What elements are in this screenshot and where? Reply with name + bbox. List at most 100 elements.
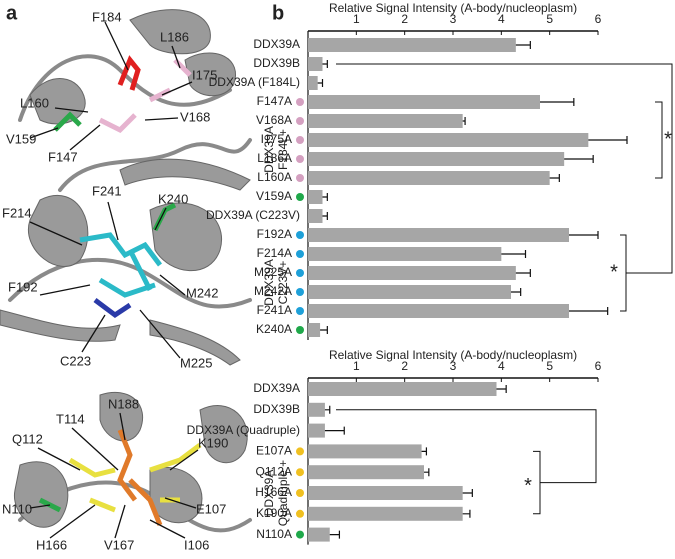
- error-bar: [329, 530, 341, 539]
- category-label: DDX39A: [253, 381, 300, 395]
- category-label: DDX39A (Quadruple): [187, 423, 300, 437]
- group-marker: [296, 136, 304, 144]
- panel-label: b: [272, 2, 284, 24]
- error-bar: [320, 326, 328, 334]
- residue-label: K240: [158, 191, 188, 206]
- error-bar: [424, 468, 430, 477]
- group-label: C223V+: [276, 261, 290, 305]
- category-label: I175A: [261, 132, 292, 146]
- error-bar: [501, 250, 527, 258]
- category-label: DDX39B: [253, 402, 300, 416]
- category-label: E107A: [256, 444, 292, 458]
- error-bar: [322, 193, 328, 201]
- category-label: M225A: [254, 265, 292, 279]
- error-bar: [588, 136, 628, 144]
- category-label: F147A: [257, 94, 292, 108]
- group-label: DDX39A: [262, 470, 276, 517]
- category-label: F214A: [257, 246, 292, 260]
- group-label: F184L+: [276, 129, 290, 170]
- group-marker: [296, 98, 304, 106]
- error-bar: [511, 288, 522, 296]
- residue-label: M225: [180, 355, 213, 370]
- axis-title: Relative Signal Intensity (A-body/nucleo…: [329, 1, 577, 15]
- residue-label: V167: [104, 537, 134, 552]
- bar: [308, 266, 516, 280]
- group-marker: [296, 231, 304, 239]
- bar: [308, 382, 497, 396]
- residue-label: F192: [8, 279, 38, 294]
- bar: [308, 304, 569, 318]
- error-bar: [569, 231, 599, 239]
- group-marker: [296, 489, 304, 497]
- x-tick-label: 1: [353, 12, 360, 26]
- error-bar: [540, 98, 575, 106]
- residue-label: L160: [20, 95, 49, 110]
- group-marker: [296, 250, 304, 258]
- error-bar: [549, 174, 560, 182]
- error-bar: [515, 269, 531, 277]
- bar: [308, 209, 323, 223]
- x-tick-label: 2: [401, 12, 408, 26]
- error-bar: [462, 489, 473, 497]
- bar: [308, 228, 569, 242]
- x-tick-label: 2: [401, 359, 408, 373]
- bar: [308, 76, 318, 90]
- error-bar: [317, 79, 324, 87]
- group-marker: [296, 530, 304, 539]
- panel-label: a: [6, 2, 18, 24]
- bar: [308, 190, 323, 204]
- x-tick-label: 4: [498, 359, 505, 373]
- category-label: F192A: [257, 227, 292, 241]
- group-marker: [296, 326, 304, 334]
- residue-label: C223: [60, 353, 91, 368]
- error-bar: [496, 385, 507, 393]
- bar: [308, 114, 463, 128]
- category-label: K190A: [256, 506, 292, 520]
- bar: [308, 95, 540, 109]
- category-label: N110A: [256, 527, 292, 541]
- residue-label: H166: [36, 537, 67, 552]
- error-bar: [324, 426, 345, 435]
- bracket: [336, 63, 673, 312]
- category-label: L186A: [257, 151, 292, 165]
- category-label: F241A: [257, 303, 292, 317]
- bar: [308, 506, 463, 521]
- x-tick-label: 6: [595, 359, 602, 373]
- residue-label: I106: [184, 537, 209, 552]
- residue-label: F184: [92, 9, 122, 24]
- error-bar: [322, 60, 328, 68]
- x-tick-label: 3: [450, 12, 457, 26]
- group-marker: [296, 447, 304, 456]
- residue-label: N110: [2, 501, 32, 516]
- protein-structure: [14, 391, 252, 539]
- error-bar: [324, 405, 331, 414]
- bar: [308, 423, 325, 438]
- error-bar: [462, 509, 471, 518]
- bracket: [336, 409, 597, 515]
- residue-label: F241: [92, 183, 122, 198]
- residue-label: V159: [6, 131, 36, 146]
- bar: [308, 38, 516, 52]
- residue-label: I175: [192, 67, 217, 82]
- axis-title: Relative Signal Intensity (A-body/nucleo…: [329, 348, 577, 362]
- residue-label: M242: [186, 285, 219, 300]
- error-bar: [421, 447, 428, 456]
- significance-label: *: [524, 475, 532, 497]
- bar: [308, 465, 424, 480]
- x-tick-label: 4: [498, 12, 505, 26]
- x-tick-label: 5: [546, 359, 553, 373]
- category-label: V168A: [256, 113, 292, 127]
- residue-label: F214: [2, 205, 32, 220]
- category-label: DDX39A (C223V): [206, 208, 300, 222]
- bar: [308, 402, 325, 417]
- residue-label: N188: [108, 396, 139, 411]
- group-marker: [296, 269, 304, 277]
- category-label: K240A: [256, 322, 292, 336]
- residue-label: Q112: [12, 431, 43, 446]
- group-marker: [296, 193, 304, 201]
- x-tick-label: 3: [450, 359, 457, 373]
- significance-label: *: [664, 128, 672, 150]
- bar: [308, 444, 422, 459]
- error-bar: [569, 307, 609, 315]
